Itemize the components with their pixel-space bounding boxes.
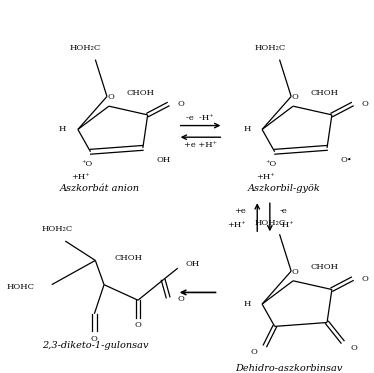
Text: CHOH: CHOH <box>115 254 143 261</box>
Text: Aszkorbát anion: Aszkorbát anion <box>60 184 140 193</box>
Text: O: O <box>91 335 98 343</box>
Text: -H⁺: -H⁺ <box>279 220 294 229</box>
Text: OH: OH <box>156 156 171 163</box>
Text: OH: OH <box>186 260 200 268</box>
Text: O: O <box>292 268 298 276</box>
Text: O: O <box>107 93 114 101</box>
Text: -e  -H⁺: -e -H⁺ <box>186 114 214 122</box>
Text: -e: -e <box>279 207 287 215</box>
Text: Aszkorbil-gyök: Aszkorbil-gyök <box>248 184 321 193</box>
Text: O: O <box>250 348 257 355</box>
Text: ⁺O: ⁺O <box>81 160 92 168</box>
Text: +H⁺: +H⁺ <box>256 173 274 181</box>
Text: 2,3-diketo-1-gulonsav: 2,3-diketo-1-gulonsav <box>42 341 148 350</box>
Text: O: O <box>178 295 185 303</box>
Text: +H⁺: +H⁺ <box>227 220 246 229</box>
Text: O: O <box>362 275 369 283</box>
Text: O: O <box>135 322 141 329</box>
Text: O: O <box>350 344 357 352</box>
Text: H: H <box>243 125 251 134</box>
Text: O: O <box>362 100 369 108</box>
Text: O: O <box>292 93 298 101</box>
Text: CHOH: CHOH <box>310 263 338 271</box>
Text: +e: +e <box>234 207 246 215</box>
Text: H: H <box>59 125 66 134</box>
Text: HOH₂C: HOH₂C <box>254 219 285 226</box>
Text: HOHC: HOHC <box>6 283 34 291</box>
Text: O: O <box>178 100 185 108</box>
Text: +H⁺: +H⁺ <box>71 173 90 181</box>
Text: ⁺O: ⁺O <box>265 160 276 168</box>
Text: HOH₂C: HOH₂C <box>42 225 73 233</box>
Text: Dehidro-aszkorbinsav: Dehidro-aszkorbinsav <box>236 364 343 373</box>
Text: HOH₂C: HOH₂C <box>254 44 285 52</box>
Text: H: H <box>243 300 251 308</box>
Text: CHOH: CHOH <box>126 88 154 97</box>
Text: HOH₂C: HOH₂C <box>70 44 101 52</box>
Text: CHOH: CHOH <box>310 88 338 97</box>
Text: +e +H⁺: +e +H⁺ <box>184 141 217 149</box>
Text: O•: O• <box>341 156 352 163</box>
